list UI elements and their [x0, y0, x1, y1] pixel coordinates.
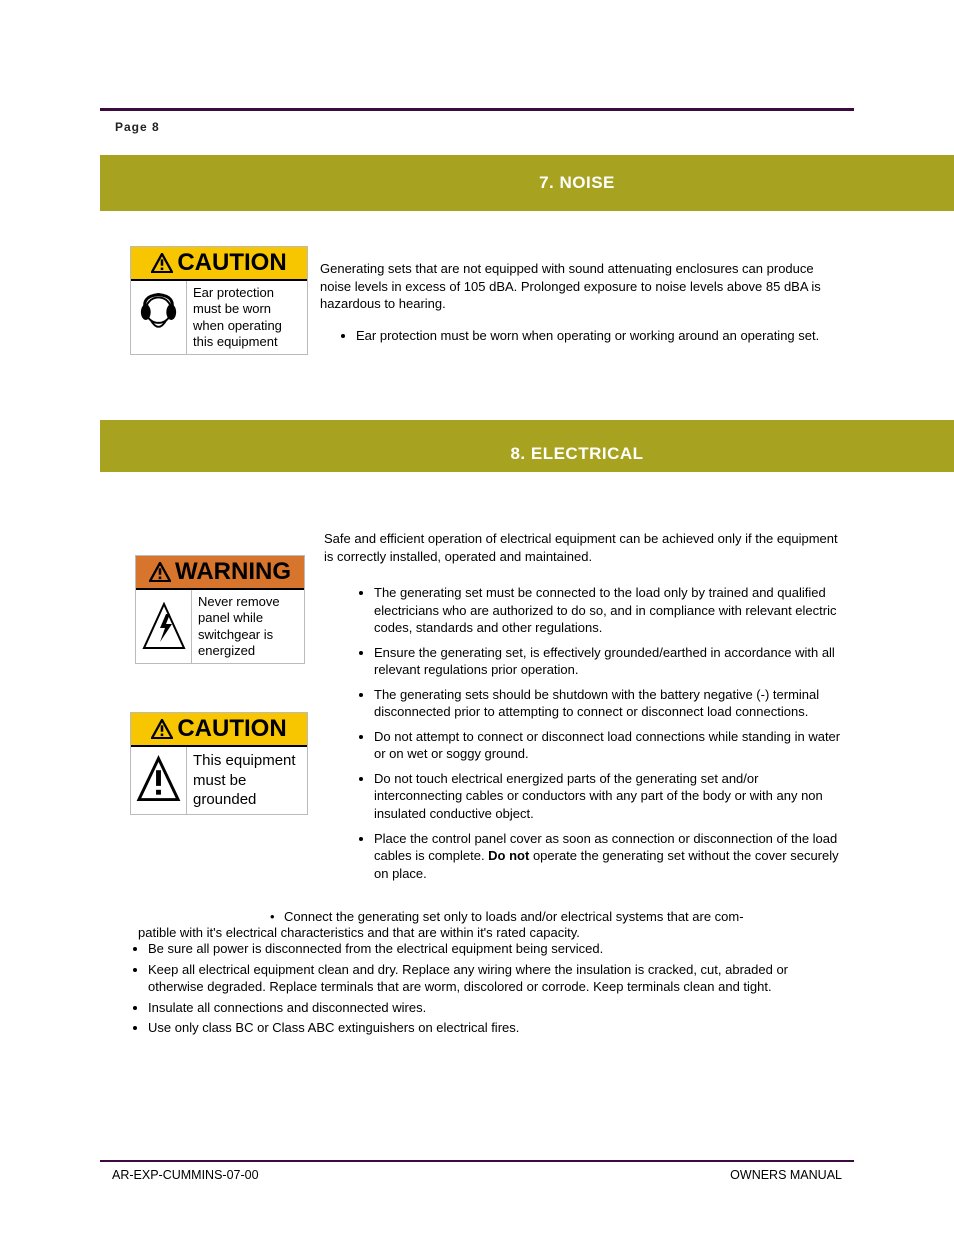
caution-header: CAUTION [131, 713, 307, 747]
hazard-triangle-icon [131, 747, 187, 814]
caution-sign-text: Ear protection must be worn when operati… [187, 281, 307, 354]
bullet-item: Ear protection must be worn when operati… [356, 327, 844, 345]
caution-sign-grounded: CAUTION This equipment must be grounded [130, 712, 308, 815]
warning-triangle-icon [149, 562, 171, 582]
section-8-bullets-main: The generating set must be connected to … [352, 584, 844, 889]
bullet-item: Do not attempt to connect or disconnect … [374, 728, 844, 763]
section-7-title: 7. NOISE [539, 173, 615, 192]
warning-triangle-icon [151, 253, 173, 273]
bullet-7-line2: patible with it's electrical characteris… [138, 924, 844, 942]
bottom-rule [100, 1160, 854, 1162]
top-rule [100, 108, 854, 111]
section-8-title: 8. ELECTRICAL [510, 444, 643, 463]
warning-header-text: WARNING [175, 558, 291, 586]
caution-sign-text: This equipment must be grounded [187, 747, 307, 814]
bullet-item: Be sure all power is disconnected from t… [148, 940, 844, 958]
caution-header-text: CAUTION [177, 249, 286, 277]
section-7-bullets: Ear protection must be worn when operati… [356, 327, 844, 345]
bullet-item: The generating set must be connected to … [374, 584, 844, 637]
footer-left: AR-EXP-CUMMINS-07-00 [112, 1168, 259, 1182]
section-8-bullets-tail: Be sure all power is disconnected from t… [112, 940, 844, 1040]
section-7-intro: Generating sets that are not equipped wi… [320, 260, 844, 313]
caution-sign-ear-protection: CAUTION Ear protection must be worn when… [130, 246, 308, 355]
section-8-banner: 8. ELECTRICAL [100, 420, 954, 472]
bullet-item: Place the control panel cover as soon as… [374, 830, 844, 883]
section-7-body: Generating sets that are not equipped wi… [320, 260, 844, 352]
bullet-item: Ensure the generating set, is effectivel… [374, 644, 844, 679]
section-7-banner: 7. NOISE [100, 155, 954, 211]
bullet-item: Keep all electrical equipment clean and … [148, 961, 844, 996]
electric-shock-icon [136, 590, 192, 663]
bullet-item: Insulate all connections and disconnecte… [148, 999, 844, 1017]
bullet-item: Do not touch electrical energized parts … [374, 770, 844, 823]
bullet-item: Use only class BC or Class ABC extinguis… [148, 1019, 844, 1037]
ear-protection-icon [131, 281, 187, 354]
warning-triangle-icon [151, 719, 173, 739]
warning-sign-switchgear: WARNING Never remove panel while switchg… [135, 555, 305, 664]
section-8-intro: Safe and efficient operation of electric… [324, 530, 844, 565]
bullet-item: The generating sets should be shutdown w… [374, 686, 844, 721]
bullet-6-bold: Do not [488, 848, 533, 863]
warning-header: WARNING [136, 556, 304, 590]
bullet-7-line1-wrap: Connect the generating set only to loads… [250, 908, 844, 926]
warning-sign-text: Never remove panel while switchgear is e… [192, 590, 304, 663]
caution-header-text: CAUTION [177, 715, 286, 743]
caution-header: CAUTION [131, 247, 307, 281]
bullet-7-line1: Connect the generating set only to loads… [250, 908, 844, 926]
page-number: Page 8 [115, 120, 160, 134]
footer-right: OWNERS MANUAL [730, 1168, 842, 1182]
